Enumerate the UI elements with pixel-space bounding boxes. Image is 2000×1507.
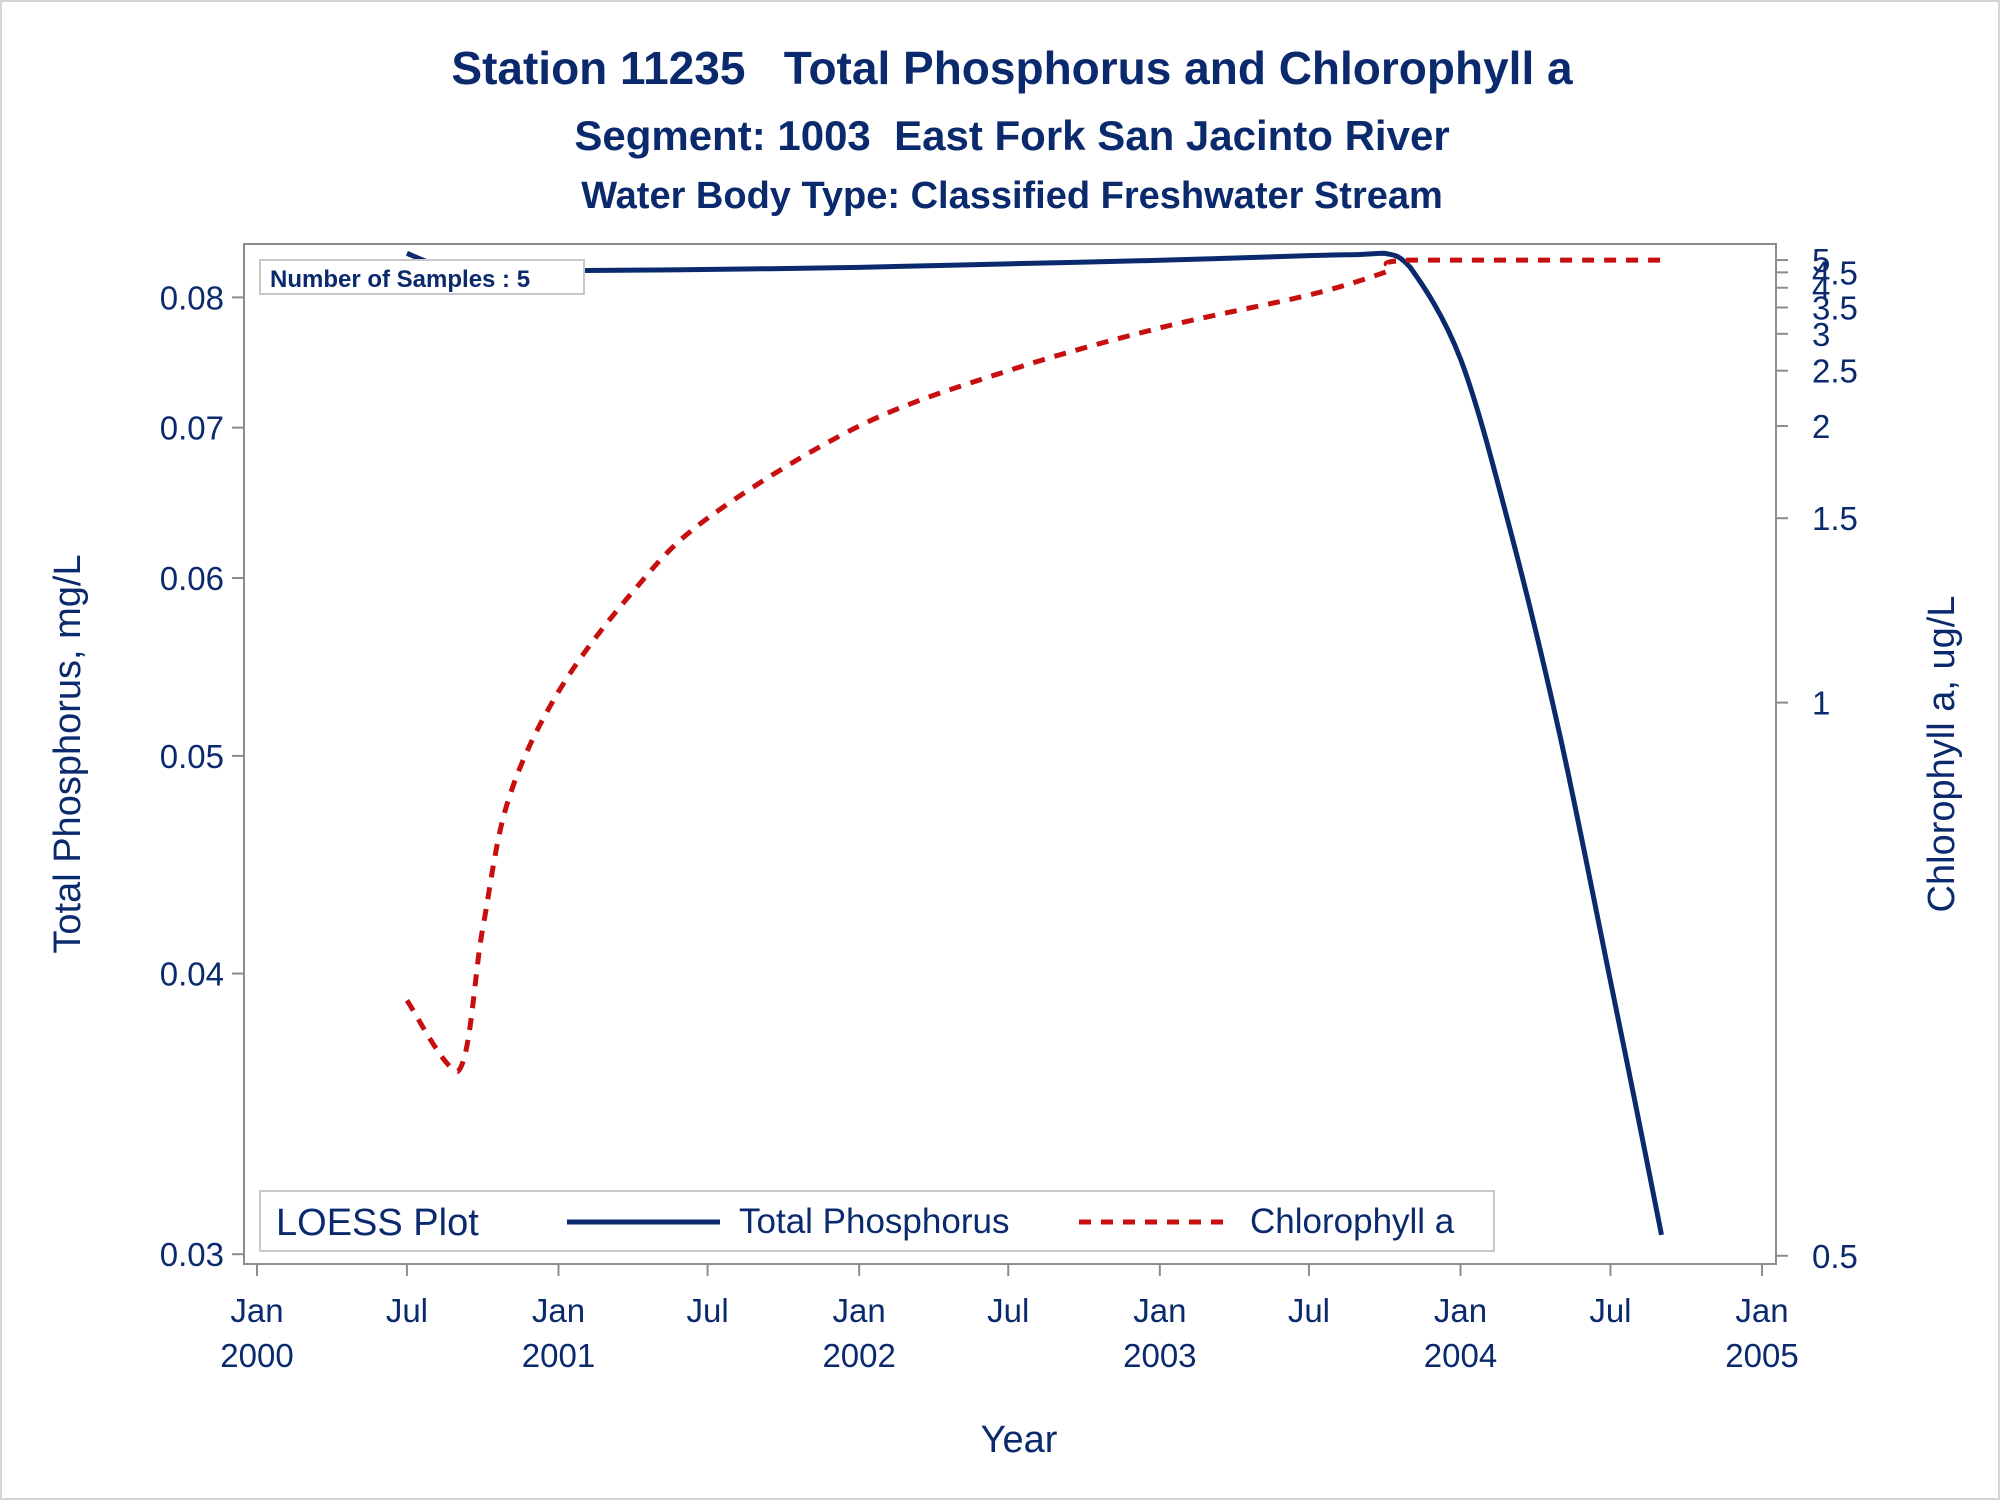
series-line-chlorophyll-a [404, 257, 1662, 1074]
y-right-tick-label: 1.5 [1812, 500, 1858, 537]
y-left-tick-label: 0.05 [160, 738, 224, 775]
x-tick-year-label: 2003 [1123, 1337, 1196, 1374]
x-tick-label: Jul [386, 1292, 428, 1329]
legend-title: LOESS Plot [276, 1202, 479, 1244]
legend-label-total-phosphorus: Total Phosphorus [739, 1202, 1009, 1241]
x-tick-year-label: 2002 [822, 1337, 895, 1374]
y-left-tick-label: 0.07 [160, 410, 224, 447]
x-tick-year-label: 2005 [1725, 1337, 1798, 1374]
y-right-tick-label: 3.5 [1812, 289, 1858, 326]
y-right-tick-label: 1 [1812, 685, 1830, 722]
x-tick-year-label: 2001 [522, 1337, 595, 1374]
x-tick-label: Jul [687, 1292, 729, 1329]
series-layer [404, 250, 1664, 1236]
y-left-tick-label: 0.03 [160, 1236, 224, 1273]
x-tick-label: Jan [833, 1292, 886, 1329]
y-axis-left-title: Total Phosphorus, mg/L [47, 554, 89, 953]
sample-count-text: Number of Samples : 5 [270, 266, 530, 293]
y-right-tick-label: 0.5 [1812, 1238, 1858, 1275]
y-axis-right-title: Chlorophyll a, ug/L [1921, 596, 1963, 913]
y-right-tick-label: 2 [1812, 408, 1830, 445]
y-right-tick-label: 4.5 [1812, 254, 1858, 291]
y-left-tick-label: 0.08 [160, 279, 224, 316]
y-right-tick-label: 4 [1812, 270, 1830, 307]
y-right-tick-label: 5 [1812, 242, 1830, 279]
x-tick-year-label: 2004 [1424, 1337, 1497, 1374]
x-tick-label: Jul [1288, 1292, 1330, 1329]
chart-subtitle-2: Water Body Type: Classified Freshwater S… [581, 175, 1443, 217]
x-tick-label: Jan [1133, 1292, 1186, 1329]
y-left-tick-label: 0.04 [160, 956, 224, 993]
y-axis-right-ticks: 0.5 1 1.5 2 2.533.544.55 [1776, 242, 1858, 1275]
x-axis-ticks: Jan 2000 Jul Jan 2001 Jul Jan 2002 Jul Jan 2003 Jul… [220, 1264, 1799, 1374]
x-tick-label: Jan [1434, 1292, 1487, 1329]
x-tick-label: Jul [987, 1292, 1029, 1329]
chart-subtitle: Segment: 1003 East Fork San Jacinto Rive… [574, 112, 1449, 159]
y-axis-left-ticks: 0.03 0.04 0.05 0.06 0.07 0.08 [160, 279, 244, 1273]
legend-label-chlorophyll-a: Chlorophyll a [1250, 1202, 1455, 1241]
x-tick-year-label: 2000 [220, 1337, 293, 1374]
y-right-tick-label: 2.5 [1812, 353, 1858, 390]
chart-title: Station 11235 Total Phosphorus and Chlor… [451, 42, 1573, 94]
x-tick-label: Jan [532, 1292, 585, 1329]
sample-count-annotation: Number of Samples : 5 [259, 259, 585, 295]
x-tick-label: Jul [1589, 1292, 1631, 1329]
plot-area [243, 243, 1777, 1265]
x-tick-label: Jan [230, 1292, 283, 1329]
y-right-tick-label: 3 [1812, 316, 1830, 353]
legend-box [259, 1190, 1495, 1252]
x-axis-title: Year [981, 1419, 1058, 1461]
x-tick-label: Jan [1735, 1292, 1788, 1329]
legend: LOESS Plot Total Phosphorus Chlorophyll … [259, 1190, 1495, 1252]
y-left-tick-label: 0.06 [160, 560, 224, 597]
series-line-total-phosphorus [405, 250, 1664, 1236]
